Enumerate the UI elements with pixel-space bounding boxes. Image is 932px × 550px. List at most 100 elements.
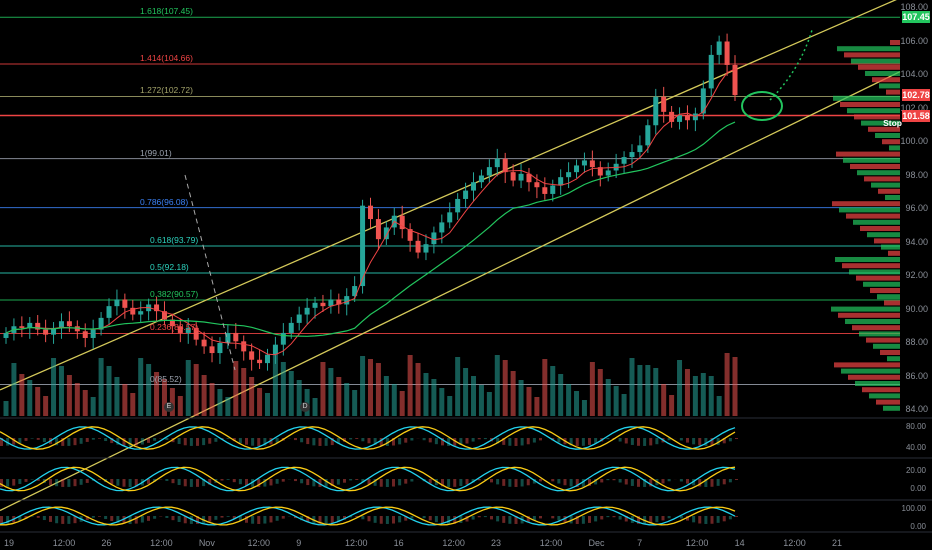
time-axis-label: 12:00 bbox=[247, 538, 271, 548]
candle-body[interactable] bbox=[399, 215, 405, 230]
stochastic-panel-histogram bbox=[153, 516, 157, 519]
candle-body[interactable] bbox=[43, 329, 49, 335]
candle-body[interactable] bbox=[368, 205, 373, 220]
candle-body[interactable] bbox=[407, 229, 413, 241]
candle-body[interactable] bbox=[264, 354, 270, 364]
candle-body[interactable] bbox=[138, 311, 144, 315]
candle-body[interactable] bbox=[161, 311, 167, 320]
candle-body[interactable] bbox=[708, 54, 714, 89]
candle-body[interactable] bbox=[383, 227, 389, 240]
candle-body[interactable] bbox=[19, 326, 25, 328]
candle-body[interactable] bbox=[201, 339, 207, 347]
target-ellipse[interactable] bbox=[741, 91, 783, 121]
candle-body[interactable] bbox=[217, 343, 223, 354]
candle-body[interactable] bbox=[249, 351, 255, 360]
candle-body[interactable] bbox=[415, 240, 421, 253]
candle-body[interactable] bbox=[272, 344, 278, 355]
candle-body[interactable] bbox=[494, 158, 500, 168]
candle-body[interactable] bbox=[486, 167, 492, 176]
candle-body[interactable] bbox=[629, 152, 635, 158]
candle-body[interactable] bbox=[423, 244, 429, 253]
candle-body[interactable] bbox=[463, 190, 469, 199]
candle-body[interactable] bbox=[288, 322, 294, 333]
candle-body[interactable] bbox=[621, 157, 627, 164]
candle-body[interactable] bbox=[645, 125, 651, 146]
candle-body[interactable] bbox=[312, 302, 318, 308]
candle-body[interactable] bbox=[677, 115, 683, 122]
candle-body[interactable] bbox=[597, 167, 603, 176]
candle-body[interactable] bbox=[669, 111, 675, 122]
volume-bar bbox=[344, 383, 350, 416]
candle-body[interactable] bbox=[336, 299, 342, 305]
candle-body[interactable] bbox=[510, 172, 516, 181]
candle-body[interactable] bbox=[98, 317, 104, 330]
candle-body[interactable] bbox=[542, 187, 548, 194]
candle-body[interactable] bbox=[431, 232, 437, 245]
candle-body[interactable] bbox=[518, 173, 524, 181]
candle-body[interactable] bbox=[574, 165, 580, 173]
rsi-panel-histogram bbox=[110, 438, 114, 444]
candle-body[interactable] bbox=[375, 219, 381, 240]
candle-body[interactable] bbox=[581, 160, 587, 166]
earnings-event-marker[interactable]: E bbox=[164, 402, 174, 412]
candle-body[interactable] bbox=[637, 145, 643, 153]
candle-body[interactable] bbox=[558, 177, 564, 186]
candle-body[interactable] bbox=[225, 332, 231, 343]
candle-body[interactable] bbox=[716, 41, 722, 55]
candle-body[interactable] bbox=[534, 182, 540, 188]
candle-body[interactable] bbox=[90, 329, 96, 338]
candle-body[interactable] bbox=[471, 182, 477, 191]
candle-body[interactable] bbox=[193, 327, 199, 340]
candle-body[interactable] bbox=[154, 304, 160, 312]
candle-body[interactable] bbox=[304, 307, 310, 315]
candle-body[interactable] bbox=[106, 306, 112, 318]
candle-body[interactable] bbox=[241, 341, 247, 352]
candle-body[interactable] bbox=[328, 299, 334, 307]
macd-panel-histogram bbox=[110, 479, 114, 485]
candle-body[interactable] bbox=[51, 327, 57, 335]
candle-body[interactable] bbox=[296, 314, 302, 323]
macd-panel-histogram bbox=[428, 479, 432, 484]
candle-body[interactable] bbox=[653, 96, 659, 126]
candle-body[interactable] bbox=[177, 326, 183, 333]
candle-body[interactable] bbox=[360, 205, 366, 287]
candle-body[interactable] bbox=[550, 185, 556, 194]
candle-body[interactable] bbox=[589, 160, 595, 168]
candle-body[interactable] bbox=[280, 332, 286, 345]
candle-body[interactable] bbox=[257, 359, 263, 364]
candle-body[interactable] bbox=[566, 172, 572, 178]
candle-body[interactable] bbox=[439, 222, 445, 233]
dividend-event-marker[interactable]: D bbox=[300, 402, 310, 412]
candle-body[interactable] bbox=[209, 346, 215, 354]
candle-body[interactable] bbox=[502, 158, 508, 173]
candle-body[interactable] bbox=[320, 302, 326, 307]
candle-body[interactable] bbox=[122, 299, 128, 308]
candle-body[interactable] bbox=[3, 332, 9, 338]
candle-body[interactable] bbox=[455, 198, 461, 213]
volume-bar bbox=[653, 368, 659, 416]
candle-body[interactable] bbox=[169, 319, 175, 327]
candle-body[interactable] bbox=[130, 307, 136, 315]
candle-body[interactable] bbox=[35, 322, 41, 330]
candle-body[interactable] bbox=[27, 322, 33, 328]
candle-body[interactable] bbox=[526, 173, 532, 183]
candle-body[interactable] bbox=[82, 331, 88, 338]
candle-body[interactable] bbox=[58, 321, 64, 328]
candle-body[interactable] bbox=[661, 96, 667, 112]
candle-body[interactable] bbox=[700, 88, 706, 114]
candle-body[interactable] bbox=[732, 64, 738, 96]
candle-body[interactable] bbox=[605, 170, 611, 176]
candle-body[interactable] bbox=[447, 212, 453, 223]
stochastic-panel-histogram bbox=[465, 516, 469, 522]
candle-body[interactable] bbox=[344, 296, 350, 305]
candle-body[interactable] bbox=[684, 115, 690, 121]
candle-body[interactable] bbox=[352, 286, 358, 297]
candle-body[interactable] bbox=[185, 327, 191, 333]
candle-body[interactable] bbox=[66, 321, 72, 327]
candle-body[interactable] bbox=[233, 332, 239, 342]
candle-body[interactable] bbox=[724, 41, 730, 65]
candle-body[interactable] bbox=[478, 175, 484, 183]
candle-body[interactable] bbox=[114, 299, 120, 307]
